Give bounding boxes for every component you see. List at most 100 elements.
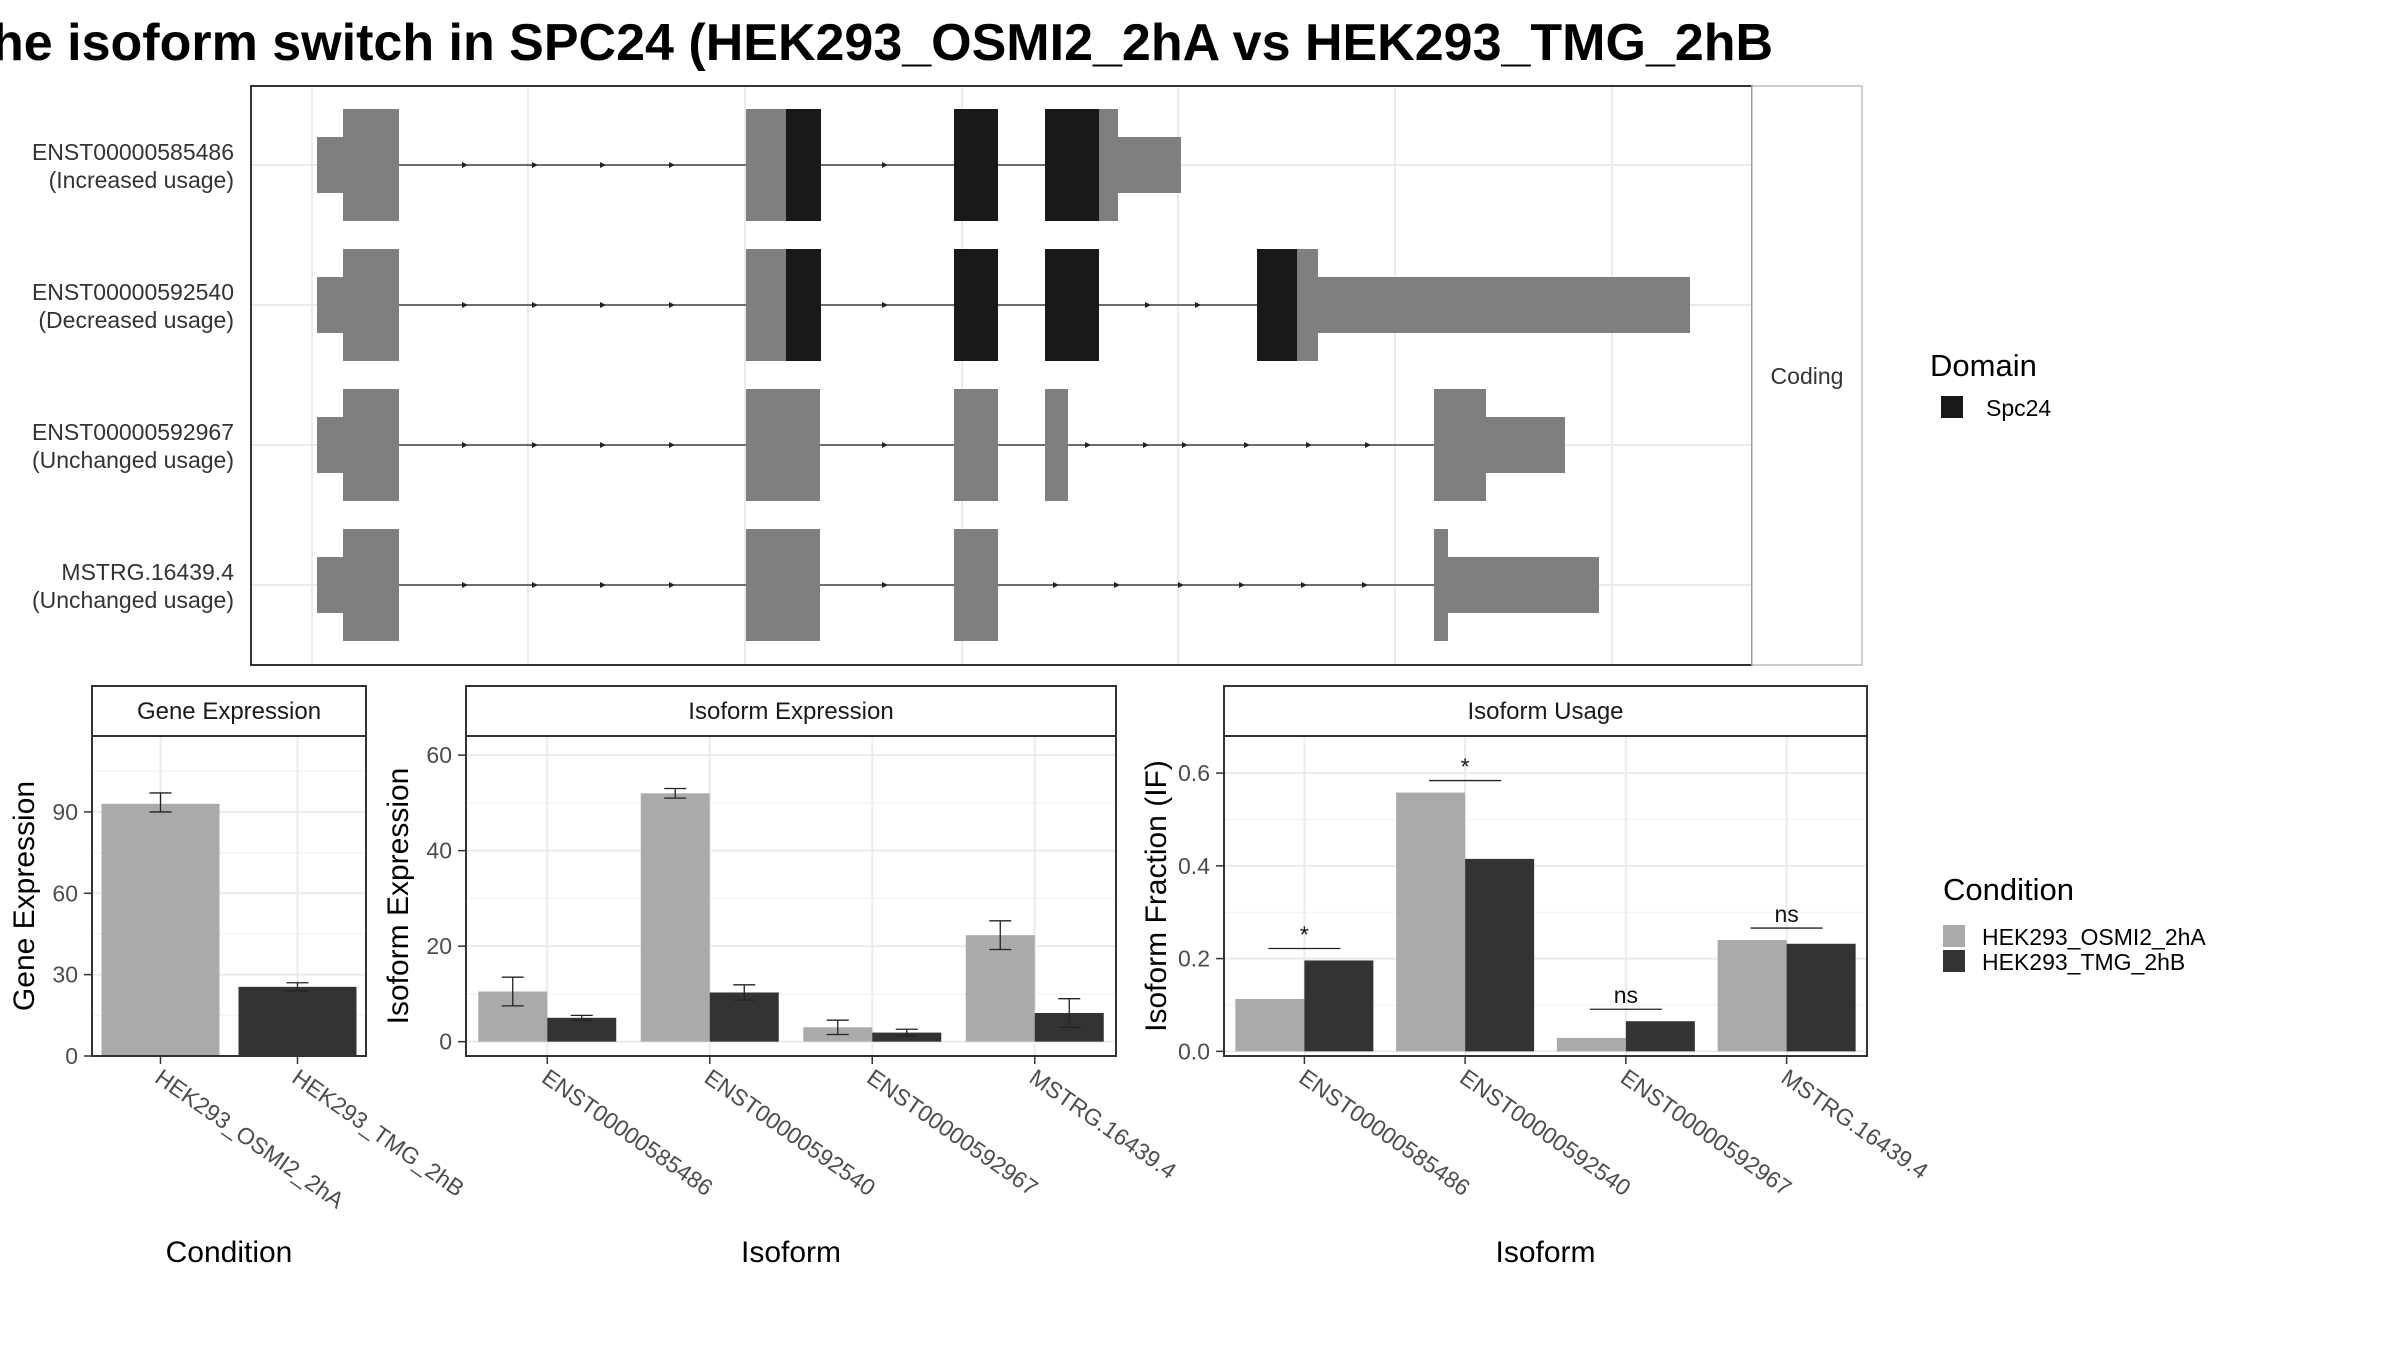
x-tick-label: ENST00000585486	[1295, 1064, 1475, 1201]
y-axis-title: Isoform Expression	[382, 768, 415, 1025]
bar-HEK293_TMG_2hB-ENST00000592967	[1625, 1021, 1695, 1052]
intron-arrow	[462, 582, 468, 588]
utr-exon	[317, 137, 343, 193]
transcript-label-usage: (Increased usage)	[49, 167, 234, 193]
coding-exon	[343, 529, 399, 641]
bar-HEK293_OSMI2_2hA-ENST00000592540	[640, 793, 710, 1042]
coding-exon	[1099, 109, 1118, 221]
coding-exon	[746, 109, 786, 221]
x-axis-title: Isoform	[741, 1236, 841, 1269]
coding-exon	[1297, 249, 1318, 361]
intron-arrow	[1365, 442, 1371, 448]
y-tick-label: 0	[439, 1029, 452, 1055]
transcript-label-id: ENST00000585486	[32, 139, 234, 165]
y-tick-label: 60	[52, 880, 78, 906]
x-tick-label: ENST00000592967	[862, 1064, 1042, 1201]
significance-label: *	[1461, 754, 1470, 780]
transcript-row-3	[317, 389, 1565, 501]
legend-condition-title: Condition	[1943, 872, 2074, 907]
significance-label: ns	[1614, 982, 1638, 1008]
intron-arrow	[1182, 442, 1188, 448]
coding-exon	[1045, 389, 1068, 501]
panel-strip	[465, 685, 1117, 737]
legend-condition-label: HEK293_TMG_2hB	[1982, 949, 2185, 975]
coding-exon	[746, 389, 820, 501]
domain-segment	[786, 249, 821, 361]
domain-segment	[1045, 249, 1099, 361]
coding-exon	[954, 529, 998, 641]
intron-arrow	[1239, 582, 1245, 588]
x-axis-title: Condition	[166, 1236, 293, 1269]
y-tick-label: 0.4	[1178, 853, 1210, 879]
intron-arrow	[532, 582, 538, 588]
panel-3: * * ns ns Isoform Usage 0.0 0.2 0.4 0.6 ENST00000…	[1140, 685, 1933, 1269]
intron-arrow	[532, 302, 538, 308]
y-axis-title: Isoform Fraction (IF)	[1140, 760, 1173, 1032]
domain-segment	[954, 109, 998, 221]
bar-HEK293_OSMI2_2hA-ENST00000592967	[1556, 1037, 1626, 1052]
transcript-label-id: ENST00000592540	[32, 279, 234, 305]
x-tick-label: ENST00000592967	[1616, 1064, 1796, 1201]
bar-HEK293_OSMI2_2hA-ENST00000585486	[1235, 998, 1305, 1052]
intron-arrow	[882, 302, 888, 308]
bar-HEK293_TMG_2hB	[238, 986, 357, 1056]
intron-arrow	[669, 582, 675, 588]
figure-title: he isoform switch in SPC24 (HEK293_OSMI2…	[0, 14, 1773, 72]
intron-arrow	[669, 302, 675, 308]
y-tick-label: 40	[426, 838, 452, 864]
intron-arrow	[669, 442, 675, 448]
transcript-label-usage: (Unchanged usage)	[32, 587, 234, 613]
transcript-label-usage: (Decreased usage)	[38, 307, 234, 333]
utr-exon	[1448, 557, 1599, 613]
bar-HEK293_OSMI2_2hA	[101, 803, 220, 1056]
panel-strip	[91, 685, 367, 737]
intron-arrow	[600, 162, 606, 168]
domain-segment	[786, 109, 821, 221]
x-tick-label: ENST00000585486	[537, 1064, 717, 1201]
x-axis-title: Isoform	[1495, 1236, 1595, 1269]
y-axis-title: Gene Expression	[8, 781, 41, 1011]
structure-facet-strip	[1751, 85, 1863, 666]
transcript-label-id: MSTRG.16439.4	[61, 559, 234, 585]
domain-segment	[1257, 249, 1297, 361]
legend-condition-label: HEK293_OSMI2_2hA	[1982, 924, 2206, 950]
coding-exon	[1434, 529, 1448, 641]
panel-2: Isoform Expression 0 20 40 60 ENST00000585486…	[382, 685, 1181, 1269]
coding-exon	[954, 389, 998, 501]
bar-HEK293_OSMI2_2hA-MSTRG.16439.4	[965, 935, 1035, 1042]
utr-exon	[317, 277, 343, 333]
transcript-row-2	[317, 249, 1690, 361]
intron-arrow	[1362, 582, 1368, 588]
intron-arrow	[462, 442, 468, 448]
panel-title: Isoform Usage	[1467, 698, 1623, 725]
coding-exon	[746, 529, 820, 641]
y-tick-label: 0	[65, 1043, 78, 1069]
intron-arrow	[1145, 302, 1151, 308]
coding-exon	[343, 249, 399, 361]
panel-strip	[1223, 685, 1868, 737]
intron-arrow	[669, 162, 675, 168]
y-tick-label: 30	[52, 962, 78, 988]
y-tick-label: 0.0	[1178, 1038, 1210, 1064]
significance-label: ns	[1774, 901, 1798, 927]
y-tick-label: 0.6	[1178, 760, 1210, 786]
utr-exon	[317, 417, 343, 473]
intron-arrow	[1195, 302, 1201, 308]
x-tick-label: ENST00000592540	[1455, 1064, 1635, 1201]
intron-arrow	[532, 162, 538, 168]
transcript-label-usage: (Unchanged usage)	[32, 447, 234, 473]
bar-HEK293_TMG_2hB-ENST00000592540	[1465, 858, 1535, 1052]
intron-arrow	[1306, 442, 1312, 448]
utr-exon	[1118, 137, 1181, 193]
y-tick-label: 90	[52, 799, 78, 825]
intron-arrow	[1301, 582, 1307, 588]
structure-facet-label: Coding	[1771, 363, 1844, 389]
utr-exon	[1318, 277, 1690, 333]
intron-arrow	[532, 442, 538, 448]
panel-title: Isoform Expression	[688, 698, 893, 725]
transcript-label-id: ENST00000592967	[32, 419, 234, 445]
x-tick-label: MSTRG.16439.4	[1025, 1064, 1181, 1184]
bar-HEK293_TMG_2hB-MSTRG.16439.4	[1786, 943, 1856, 1052]
bar-HEK293_OSMI2_2hA-MSTRG.16439.4	[1717, 940, 1787, 1052]
